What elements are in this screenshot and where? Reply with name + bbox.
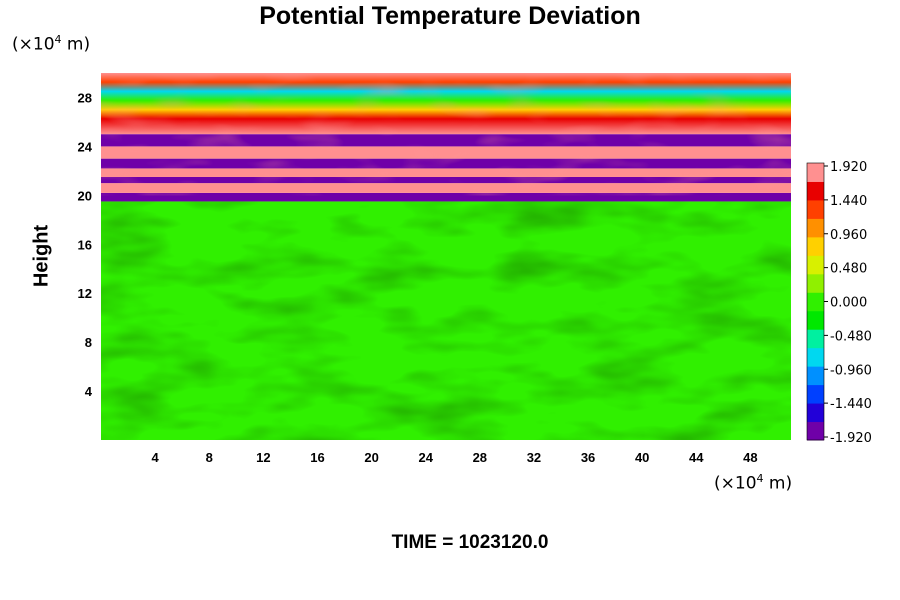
y-tick-label: 8 xyxy=(85,335,92,350)
colorbar-tick-label: 1.920 xyxy=(830,160,867,175)
field-texture xyxy=(101,201,791,440)
colorbar-tick-label: 1.440 xyxy=(830,194,867,209)
x-axis-ticks: 4 8 12 16 20 24 28 32 36 40 44 48 xyxy=(152,450,758,465)
colorbar-swatch xyxy=(807,421,824,441)
colorbar-tick-label: -0.480 xyxy=(830,329,872,344)
x-tick-label: 44 xyxy=(689,450,704,465)
y-tick-label: 12 xyxy=(78,286,92,301)
colorbar-swatch xyxy=(807,347,824,367)
y-axis-unit: (×104 m) xyxy=(12,33,91,55)
x-tick-label: 48 xyxy=(743,450,757,465)
colorbar-swatch xyxy=(807,292,824,312)
colorbar: 1.920 1.440 0.960 0.480 0.000 -0.480 -0.960 -1.… xyxy=(806,160,872,446)
colorbar-tick-label: 0.000 xyxy=(830,296,867,311)
colorbar-tick-label: -1.440 xyxy=(830,397,872,412)
x-tick-label: 12 xyxy=(256,450,270,465)
y-tick-label: 4 xyxy=(85,384,93,399)
colorbar-swatch xyxy=(807,163,824,182)
y-tick-label: 28 xyxy=(78,90,92,105)
x-tick-label: 32 xyxy=(527,450,541,465)
x-tick-label: 8 xyxy=(206,450,213,465)
time-label: TIME = 1023120.0 xyxy=(391,532,549,553)
colorbar-tick-label: -0.960 xyxy=(830,363,872,378)
colorbar-swatch xyxy=(807,236,824,256)
colorbar-tick-label: 0.960 xyxy=(830,228,867,243)
colorbar-swatch xyxy=(807,273,824,293)
colorbar-swatch xyxy=(807,403,824,423)
x-tick-label: 16 xyxy=(310,450,324,465)
colorbar-tick-label: -1.920 xyxy=(830,431,872,446)
x-axis-unit: (×104 m) xyxy=(714,472,793,494)
field-texture-upper xyxy=(101,73,791,196)
colorbar-swatch xyxy=(807,310,824,330)
heatmap-plot-area xyxy=(101,73,791,440)
field-band xyxy=(101,192,791,202)
y-tick-label: 16 xyxy=(78,237,92,252)
colorbar-swatch xyxy=(807,366,824,386)
colorbar-swatch xyxy=(807,218,824,238)
y-tick-label: 24 xyxy=(78,139,93,154)
colorbar-swatch xyxy=(807,329,824,349)
chart-title: Potential Temperature Deviation xyxy=(259,2,641,30)
x-tick-label: 36 xyxy=(581,450,595,465)
colorbar-swatch xyxy=(807,384,824,404)
x-tick-label: 20 xyxy=(364,450,378,465)
y-axis-ticks: 4 8 12 16 20 24 28 xyxy=(78,90,93,399)
x-tick-label: 24 xyxy=(418,450,433,465)
x-tick-label: 40 xyxy=(635,450,649,465)
x-tick-label: 4 xyxy=(152,450,160,465)
colorbar-swatch xyxy=(807,255,824,275)
colorbar-swatch xyxy=(807,199,824,219)
y-tick-label: 20 xyxy=(78,188,92,203)
colorbar-tick-label: 0.480 xyxy=(830,262,867,277)
colorbar-swatch xyxy=(807,181,824,201)
x-tick-label: 28 xyxy=(473,450,487,465)
